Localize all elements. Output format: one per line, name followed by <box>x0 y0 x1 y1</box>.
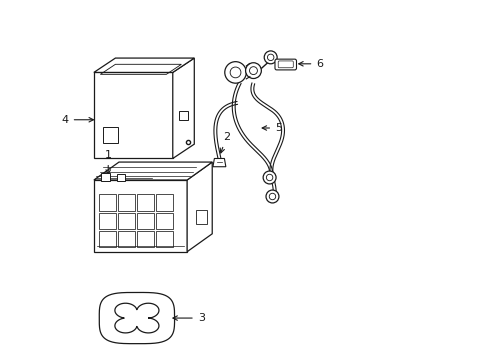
Bar <box>118 213 135 229</box>
Bar <box>137 231 154 247</box>
Circle shape <box>264 51 277 64</box>
Text: 4: 4 <box>61 115 93 125</box>
Circle shape <box>269 193 275 200</box>
Circle shape <box>224 62 246 83</box>
Polygon shape <box>187 162 212 252</box>
Polygon shape <box>212 158 225 167</box>
Circle shape <box>230 67 241 78</box>
Bar <box>137 194 154 211</box>
Bar <box>156 231 173 247</box>
Polygon shape <box>94 162 212 180</box>
Bar <box>118 194 135 211</box>
Bar <box>156 213 173 229</box>
Bar <box>117 174 125 181</box>
Circle shape <box>245 63 261 78</box>
Circle shape <box>263 171 276 184</box>
FancyBboxPatch shape <box>274 59 296 70</box>
Text: 5: 5 <box>262 123 282 133</box>
Bar <box>179 111 188 120</box>
Circle shape <box>249 67 257 75</box>
Polygon shape <box>94 58 194 72</box>
Circle shape <box>265 190 278 203</box>
Bar <box>103 127 117 143</box>
Text: 3: 3 <box>173 313 204 323</box>
Bar <box>99 231 116 247</box>
Bar <box>137 213 154 229</box>
Polygon shape <box>94 72 172 158</box>
Text: 2: 2 <box>220 132 230 153</box>
Polygon shape <box>94 180 187 252</box>
Polygon shape <box>172 58 194 158</box>
Bar <box>101 173 110 181</box>
Text: 6: 6 <box>298 59 323 69</box>
Bar <box>99 194 116 211</box>
Bar <box>99 213 116 229</box>
Bar <box>196 210 206 224</box>
Circle shape <box>266 174 272 181</box>
Text: 1: 1 <box>104 150 111 174</box>
Bar <box>118 231 135 247</box>
Circle shape <box>267 54 273 60</box>
Bar <box>156 194 173 211</box>
